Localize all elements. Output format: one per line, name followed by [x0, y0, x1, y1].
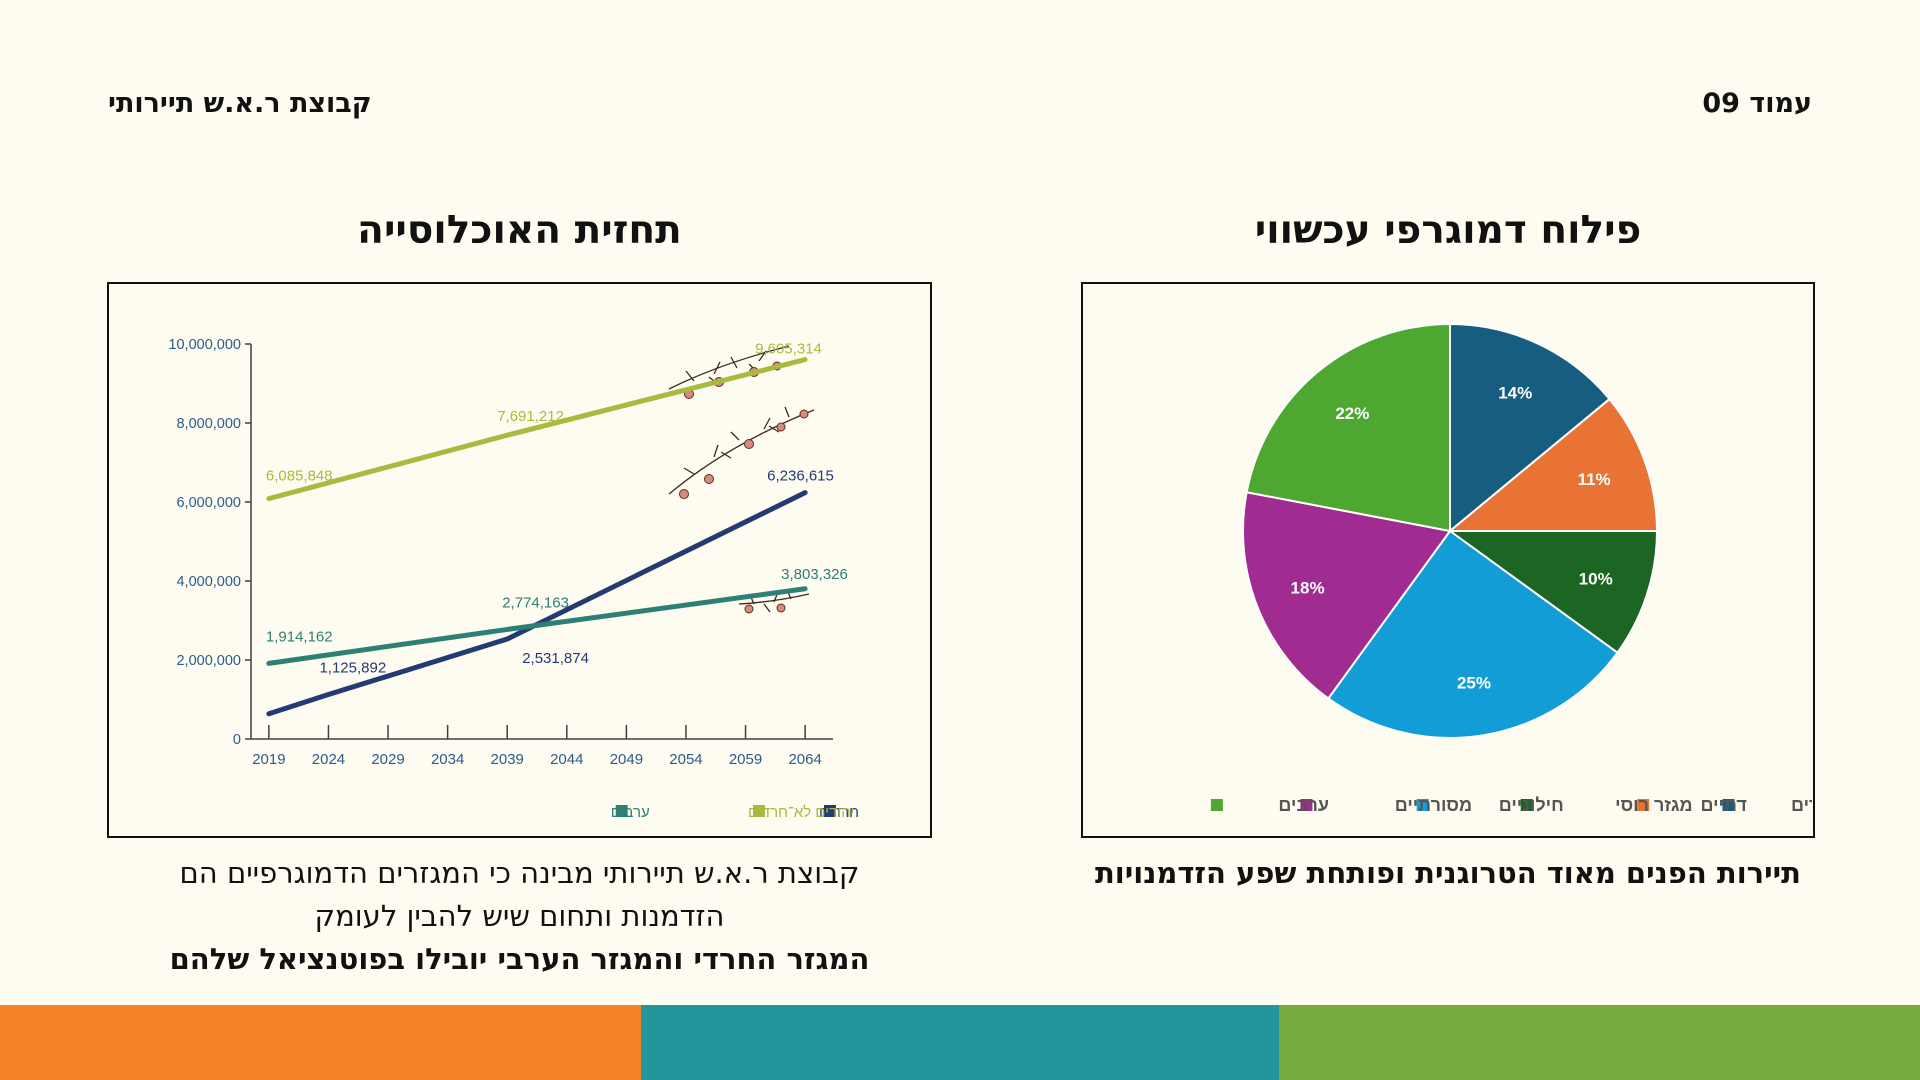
company-name: קבוצת ר.א.ש תיירותי — [108, 88, 372, 119]
pie-slice-label-2: 11% — [1578, 470, 1611, 489]
data-label-3-1: 1,914,162 — [266, 628, 333, 645]
line-chart: 0 2,000,000 4,000,000 6,000,000 8,000,000 10,… — [168, 337, 859, 821]
page-number: עמוד 09 — [1702, 88, 1812, 119]
pie-slice-label-3: 10% — [1579, 569, 1613, 588]
x-tick-label-6: 2049 — [610, 751, 643, 768]
pie-legend-swatch-5 — [1300, 799, 1313, 811]
bottom-bar-green — [1279, 1005, 1920, 1080]
x-tick-label-5: 2044 — [550, 751, 583, 768]
x-tick-label-2: 2029 — [371, 751, 404, 768]
pie-legend-label-3: מגזר רוסי — [1615, 795, 1692, 815]
data-label-3-3: 3,803,326 — [781, 566, 848, 583]
pie-legend-label-4: חילוניים — [1499, 795, 1564, 815]
line-chart-title: תחזית האוכלוסייה — [357, 208, 682, 253]
pie-legend-swatch-2 — [1637, 799, 1650, 811]
pie-chart: 14% 11% 10% 25% 18% 22% חרדים דתיים מגזר רוסי חיל… — [1210, 322, 1843, 815]
line-caption: קבוצת ר.א.ש תיירותי מבינה כי המגזרים הדמ… — [107, 852, 932, 981]
x-tick-label-1: 2024 — [312, 751, 345, 768]
y-tick-label-4: 8,000,000 — [176, 416, 241, 432]
pie-slice-4 — [1326, 529, 1619, 739]
x-tick-label-4: 2039 — [491, 751, 524, 768]
branch-decoration — [668, 345, 815, 613]
pie-slice-5 — [1242, 491, 1452, 700]
legend-swatch-3 — [615, 805, 628, 817]
legend-label-2: חרדים — [819, 804, 859, 821]
x-tick-label-7: 2054 — [669, 751, 702, 768]
pie-legend-swatch-6 — [1210, 799, 1223, 811]
pie-slice-2 — [1447, 397, 1659, 532]
x-tick-label-3: 2034 — [431, 751, 464, 768]
pie-legend-swatch-1 — [1722, 799, 1735, 811]
pie-slice-3 — [1446, 530, 1659, 655]
bottom-bar-orange — [0, 1005, 641, 1080]
series-line-3 — [266, 586, 808, 666]
x-tick-label-9: 2064 — [788, 751, 821, 768]
x-tick-label-0: 2019 — [252, 751, 285, 768]
data-label-2-2: 1,125,892 — [319, 660, 386, 677]
y-tick-label-0: 0 — [233, 732, 241, 748]
y-tick-label-3: 6,000,000 — [176, 495, 241, 511]
pie-chart-panel: 14% 11% 10% 25% 18% 22% חרדים דתיים מגזר רוסי חיל… — [1081, 282, 1843, 838]
line-chart-panel: 0 2,000,000 4,000,000 6,000,000 8,000,000 10,… — [107, 282, 932, 838]
bottom-bar-teal — [641, 1005, 1279, 1080]
pie-legend-label-2: דתיים — [1701, 795, 1747, 815]
legend-label-3: ערבים — [611, 804, 650, 821]
data-label-1-2: 7,691,212 — [497, 408, 564, 425]
pie-legend-swatch-4 — [1416, 799, 1429, 811]
y-tick-label-1: 2,000,000 — [176, 653, 241, 669]
data-label-3-2: 2,774,163 — [502, 594, 569, 611]
pie-chart-title: פילוח דמוגרפי עכשווי — [1254, 208, 1642, 253]
legend-label-1: יהודים לא־חרדים — [748, 804, 854, 821]
pie-caption: תיירות הפנים מאוד הטרוגנית ופותחת שפע הז… — [1094, 856, 1801, 890]
pie-legend-label-1: חרדים — [1791, 795, 1812, 815]
pie-slice-label-1: 14% — [1498, 383, 1532, 402]
data-label-2-3: 2,531,874 — [522, 650, 589, 667]
pie-legend-label-6: ערבים — [1278, 795, 1329, 815]
pie-slice-label-6: 22% — [1335, 404, 1369, 423]
series-line-1 — [266, 357, 808, 502]
data-label-1-3: 9,605,314 — [755, 341, 822, 358]
line-caption-line1: קבוצת ר.א.ש תיירותי מבינה כי המגזרים הדמ… — [179, 856, 860, 890]
pie-legend-swatch-3 — [1520, 799, 1533, 811]
pie-slice-label-5: 18% — [1291, 578, 1325, 597]
pie-slice-1 — [1449, 322, 1611, 534]
line-caption-bold: המגזר החרדי והמגזר הערבי יובילו בפוטנציא… — [169, 942, 870, 976]
pie-legend-label-5: מסורתיים — [1395, 795, 1472, 815]
y-tick-label-2: 4,000,000 — [176, 574, 241, 590]
data-label-1-1: 6,085,848 — [266, 468, 333, 485]
pie-slice-label-4: 25% — [1457, 673, 1491, 692]
legend-swatch-2 — [824, 805, 836, 817]
pie-slice-6 — [1245, 322, 1451, 533]
legend-swatch-1 — [753, 805, 766, 817]
data-label-2-4: 6,236,615 — [767, 468, 834, 485]
series-line-2 — [266, 490, 808, 717]
x-tick-label-8: 2059 — [729, 751, 762, 768]
line-caption-line2: הזדמנות ותחום שיש להבין לעומק — [314, 899, 725, 933]
y-tick-label-5: 10,000,000 — [168, 337, 241, 353]
